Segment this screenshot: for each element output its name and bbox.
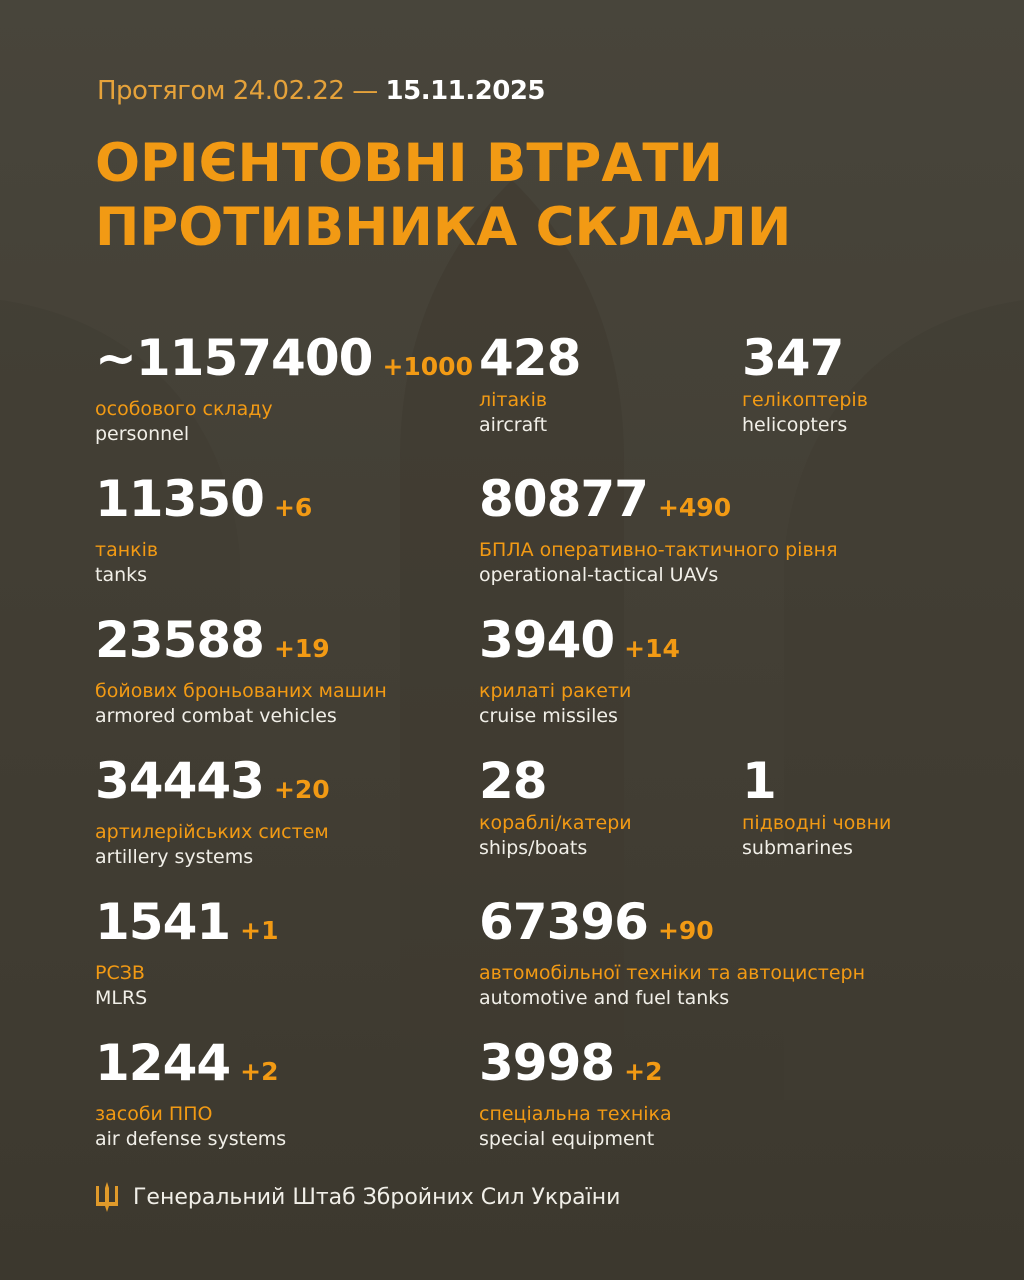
stat-number: 347 [742,329,844,387]
stat-label-ua: спеціальна техніка [479,1103,672,1125]
stat-label-ua: РСЗВ [95,962,145,984]
stat-personnel: ~1157400 +1000 особового складу personnel [95,330,473,447]
trident-icon [96,1182,118,1212]
stat-ships-boats: 28 кораблі/катери ships/boats [479,753,632,861]
stat-number: 3940 [479,611,615,669]
stat-label-en: artillery systems [95,846,254,868]
stat-number: 23588 [95,611,265,669]
stat-label-en: cruise missiles [479,705,618,727]
stat-number: 34443 [95,752,265,810]
stat-mlrs: 1541 +1 РСЗВ MLRS [95,894,279,1011]
stat-label-en: automotive and fuel tanks [479,987,730,1009]
stat-label-ua: засоби ППО [95,1103,213,1125]
stat-label-ua: бойових броньованих машин [95,680,387,702]
stat-armored-vehicles: 23588 +19 бойових броньованих машин armor… [95,612,387,729]
stat-label-ua: підводні човни [742,812,892,834]
stat-label-en: personnel [95,423,190,445]
stat-label-ua: артилерійських систем [95,821,329,843]
title-line-1: ОРІЄНТОВНІ ВТРАТИ [95,133,723,194]
stat-delta: +2 [240,1057,279,1086]
stat-number: 28 [479,752,548,810]
stat-label-en: MLRS [95,987,148,1009]
stat-delta: +19 [273,634,330,663]
stat-cruise-missiles: 3940 +14 крилаті ракети cruise missiles [479,612,680,729]
stat-label-en: ships/boats [479,837,588,859]
stat-number: 428 [479,329,581,387]
stat-value: 23588 +19 [95,612,387,677]
stat-label-en: air defense systems [95,1128,287,1150]
stat-value: 1244 +2 [95,1035,286,1100]
stat-special-equipment: 3998 +2 спеціальна техніка special equipm… [479,1035,672,1152]
stat-value: 34443 +20 [95,753,330,818]
stat-delta: +490 [657,493,732,522]
stat-number: 1244 [95,1034,231,1092]
stat-value: 428 [479,329,581,387]
title-line-2: ПРОТИВНИКА СКЛАЛИ [95,197,792,258]
stat-label-en: operational-tactical UAVs [479,564,719,586]
stat-number: 3998 [479,1034,615,1092]
page-title: ОРІЄНТОВНІ ВТРАТИ ПРОТИВНИКА СКЛАЛИ [95,132,791,260]
stat-value: 67396 +90 [479,894,865,959]
stat-label-en: aircraft [479,414,548,436]
stat-label-ua: гелікоптерів [742,389,868,411]
stat-value: 28 [479,753,632,809]
stat-label-ua: БПЛА оперативно-тактичного рівня [479,539,838,561]
stat-number: 1541 [95,893,231,951]
stat-label-ua: крилаті ракети [479,680,632,702]
stat-number: 80877 [479,470,649,528]
period-prefix: Протягом 24.02.22 — [97,76,378,106]
stat-number: 11350 [95,470,265,528]
stat-label-en: special equipment [479,1128,655,1150]
stat-air-defense: 1244 +2 засоби ППО air defense systems [95,1035,286,1152]
stat-automotive: 67396 +90 автомобільної техніки та автоци… [479,894,865,1011]
stat-uavs: 80877 +490 БПЛА оперативно-тактичного рів… [479,471,838,588]
stat-delta: +6 [273,493,313,522]
stat-aircraft: 428 літаків aircraft [479,329,581,438]
stat-delta: +2 [624,1057,663,1086]
stat-label-ua: танків [95,539,159,561]
stat-submarines: 1 підводні човни submarines [742,753,891,861]
stat-label-ua: автомобільної техніки та автоцистерн [479,962,866,984]
stat-delta: +1000 [382,352,473,381]
stat-delta: +1 [240,916,279,945]
stat-label-ua: особового складу [95,398,273,420]
stat-artillery: 34443 +20 артилерійських систем artillery… [95,753,330,870]
stat-number: ~1157400 [95,329,373,387]
stat-value: 11350 +6 [95,471,312,536]
period-range: Протягом 24.02.22 — 15.11.2025 [97,76,546,106]
stat-label-ua: літаків [479,389,548,411]
stat-tanks: 11350 +6 танків tanks [95,471,312,588]
stat-number: 1 [742,752,777,810]
footer: Генеральний Штаб Збройних Сил України [95,1182,620,1212]
stat-value: 1 [742,753,891,809]
period-end-date: 15.11.2025 [385,76,546,106]
stat-value: ~1157400 +1000 [95,330,473,395]
stat-value: 3998 +2 [479,1035,672,1100]
stat-delta: +14 [624,634,680,663]
stat-value: 1541 +1 [95,894,279,959]
stat-value: 3940 +14 [479,612,680,677]
stat-label-ua: кораблі/катери [479,812,632,834]
stat-label-en: tanks [95,564,148,586]
stat-delta: +90 [657,916,714,945]
stat-label-en: armored combat vehicles [95,705,337,727]
stat-number: 67396 [479,893,649,951]
stat-value: 347 [742,330,868,386]
stat-label-en: helicopters [742,414,848,436]
stat-delta: +20 [273,775,330,804]
footer-text: Генеральний Штаб Збройних Сил України [133,1184,621,1210]
stat-label-en: submarines [742,837,853,859]
stat-helicopters: 347 гелікоптерів helicopters [742,330,868,438]
stat-value: 80877 +490 [479,471,838,536]
